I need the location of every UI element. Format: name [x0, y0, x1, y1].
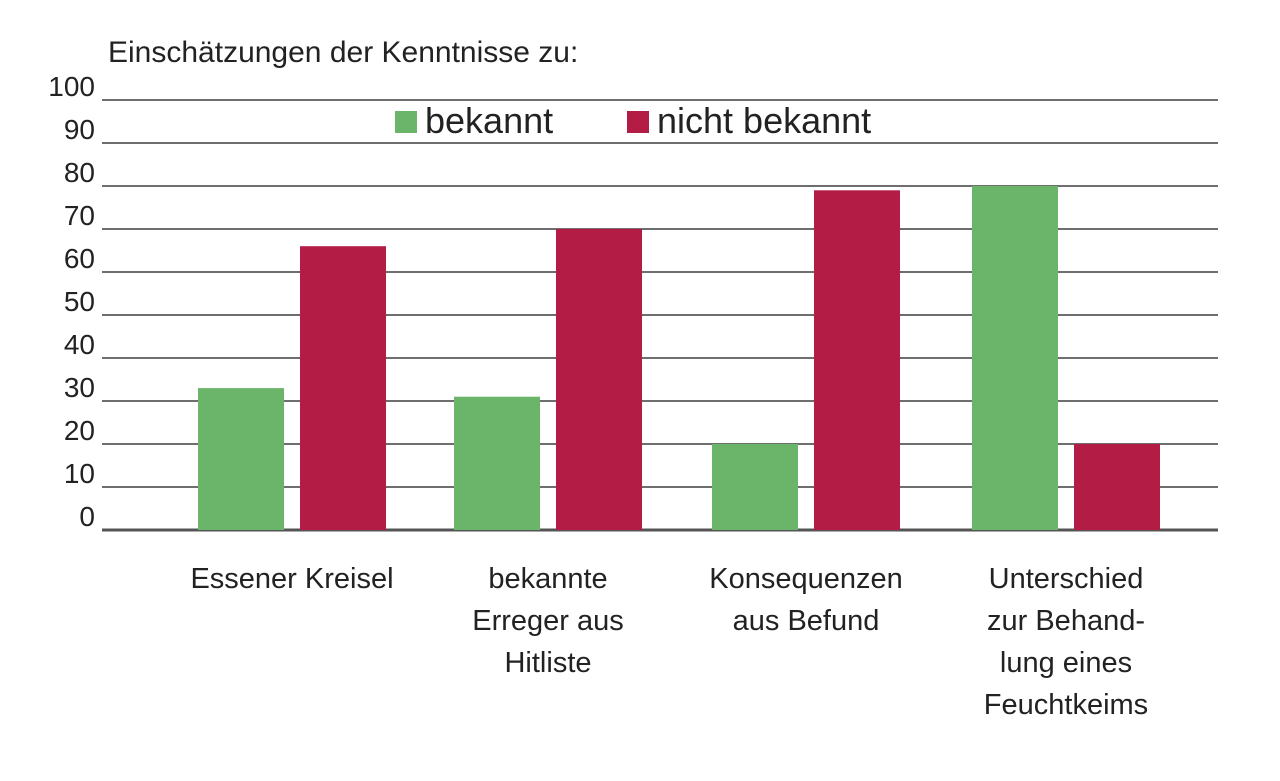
y-tick-label: 90: [64, 114, 95, 145]
y-tick-label: 70: [64, 200, 95, 231]
y-tick-label: 40: [64, 329, 95, 360]
bar-nicht-bekannt-4: [1074, 444, 1160, 530]
y-tick-label: 20: [64, 415, 95, 446]
x-category-label: Essener Kreisel: [190, 563, 393, 595]
y-tick-label: 100: [48, 71, 95, 102]
bar-nicht-bekannt-3: [814, 190, 900, 531]
y-tick-label: 10: [64, 458, 95, 489]
y-tick-label: 50: [64, 286, 95, 317]
y-tick-label: 80: [64, 157, 95, 188]
legend-label-nicht-bekannt: nicht bekannt: [657, 100, 871, 141]
bar-nicht-bekannt-2: [556, 229, 642, 530]
chart-title: Einschätzungen der Kenntnisse zu:: [108, 36, 578, 69]
bar-nicht-bekannt-1: [300, 246, 386, 530]
y-axis-tick-labels: 0 10 20 30 40 50 60 70 80 90 100: [48, 71, 95, 532]
y-tick-label: 60: [64, 243, 95, 274]
x-category-label: Konsequenzen aus Befund: [709, 563, 903, 637]
bar-bekannt-4: [972, 186, 1058, 530]
x-axis-category-labels: Essener Kreisel bekannte Erreger aus Hitlis…: [190, 563, 1148, 721]
bar-bekannt-2: [454, 396, 540, 530]
gridlines: [102, 99, 1218, 532]
legend-swatch-bekannt: [395, 111, 417, 133]
bar-bekannt-1: [198, 388, 284, 530]
bar-bekannt-3: [712, 444, 798, 530]
y-tick-label: 30: [64, 372, 95, 403]
legend: bekannt nicht bekannt: [395, 100, 871, 141]
x-category-label: Unterschied zur Behand-lung eines Feuchtke…: [984, 563, 1148, 721]
legend-swatch-nicht-bekannt: [627, 111, 649, 133]
x-category-label: bekannte Erreger aus Hitliste: [472, 563, 624, 679]
legend-label-bekannt: bekannt: [425, 100, 553, 141]
y-tick-label: 0: [79, 501, 95, 532]
bars: [198, 186, 1160, 531]
